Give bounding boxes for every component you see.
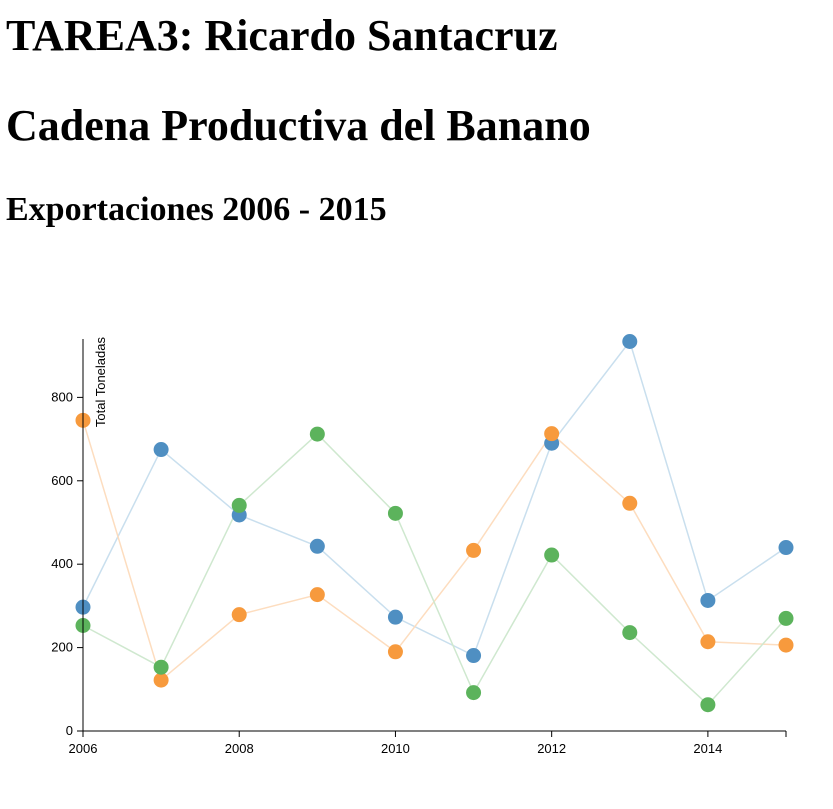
data-point-series-2[interactable] bbox=[622, 495, 638, 511]
x-tick-label: 2006 bbox=[69, 741, 98, 756]
data-point-series-2[interactable] bbox=[700, 634, 716, 650]
data-point-series-1[interactable] bbox=[778, 540, 794, 556]
y-tick-label: 800 bbox=[51, 389, 73, 404]
page-title: TAREA3: Ricardo Santacruz bbox=[6, 11, 558, 60]
data-point-series-2[interactable] bbox=[309, 587, 325, 603]
data-point-series-3[interactable] bbox=[387, 505, 403, 521]
y-axis: 0 200 400 600 800 bbox=[51, 339, 84, 738]
data-point-series-1[interactable] bbox=[309, 538, 325, 554]
chart-heading: Cadena Productiva del Banano bbox=[6, 101, 591, 150]
data-point-series-3[interactable] bbox=[466, 685, 482, 701]
data-point-series-1[interactable] bbox=[700, 592, 716, 608]
data-point-series-3[interactable] bbox=[778, 610, 794, 626]
y-tick-label: 600 bbox=[51, 473, 73, 488]
y-tick-label: 400 bbox=[51, 556, 73, 571]
x-tick-label: 2010 bbox=[381, 741, 410, 756]
data-point-series-1[interactable] bbox=[622, 334, 638, 350]
data-point-series-1[interactable] bbox=[153, 442, 169, 458]
data-point-series-2[interactable] bbox=[778, 637, 794, 653]
series-line-1 bbox=[82, 339, 787, 657]
series-line-3 bbox=[82, 433, 787, 706]
data-point-series-3[interactable] bbox=[231, 497, 247, 513]
data-point-series-3[interactable] bbox=[544, 547, 560, 563]
x-tick-label: 2012 bbox=[537, 741, 566, 756]
data-point-series-3[interactable] bbox=[622, 625, 638, 641]
x-tick-label: 2014 bbox=[693, 741, 722, 756]
data-point-series-2[interactable] bbox=[466, 542, 482, 558]
series-line-2 bbox=[82, 420, 787, 682]
data-point-series-2[interactable] bbox=[153, 672, 169, 688]
x-axis: 2006 2008 2010 2012 2014 bbox=[69, 730, 787, 756]
data-point-series-1[interactable] bbox=[466, 648, 482, 664]
data-point-series-2[interactable] bbox=[544, 426, 560, 442]
chart-subheading: Exportaciones 2006 - 2015 bbox=[6, 191, 387, 228]
data-point-series-3[interactable] bbox=[153, 659, 169, 675]
data-point-series-2[interactable] bbox=[231, 607, 247, 623]
data-point-series-3[interactable] bbox=[309, 426, 325, 442]
data-point-series-3[interactable] bbox=[700, 697, 716, 713]
data-point-series-2[interactable] bbox=[387, 644, 403, 660]
y-tick-label: 0 bbox=[66, 723, 73, 738]
series-lines bbox=[82, 339, 787, 706]
series-points bbox=[75, 334, 794, 713]
y-tick-label: 200 bbox=[51, 640, 73, 655]
x-tick-label: 2008 bbox=[225, 741, 254, 756]
data-point-series-1[interactable] bbox=[387, 609, 403, 625]
y-axis-label: Total Toneladas bbox=[93, 337, 108, 428]
